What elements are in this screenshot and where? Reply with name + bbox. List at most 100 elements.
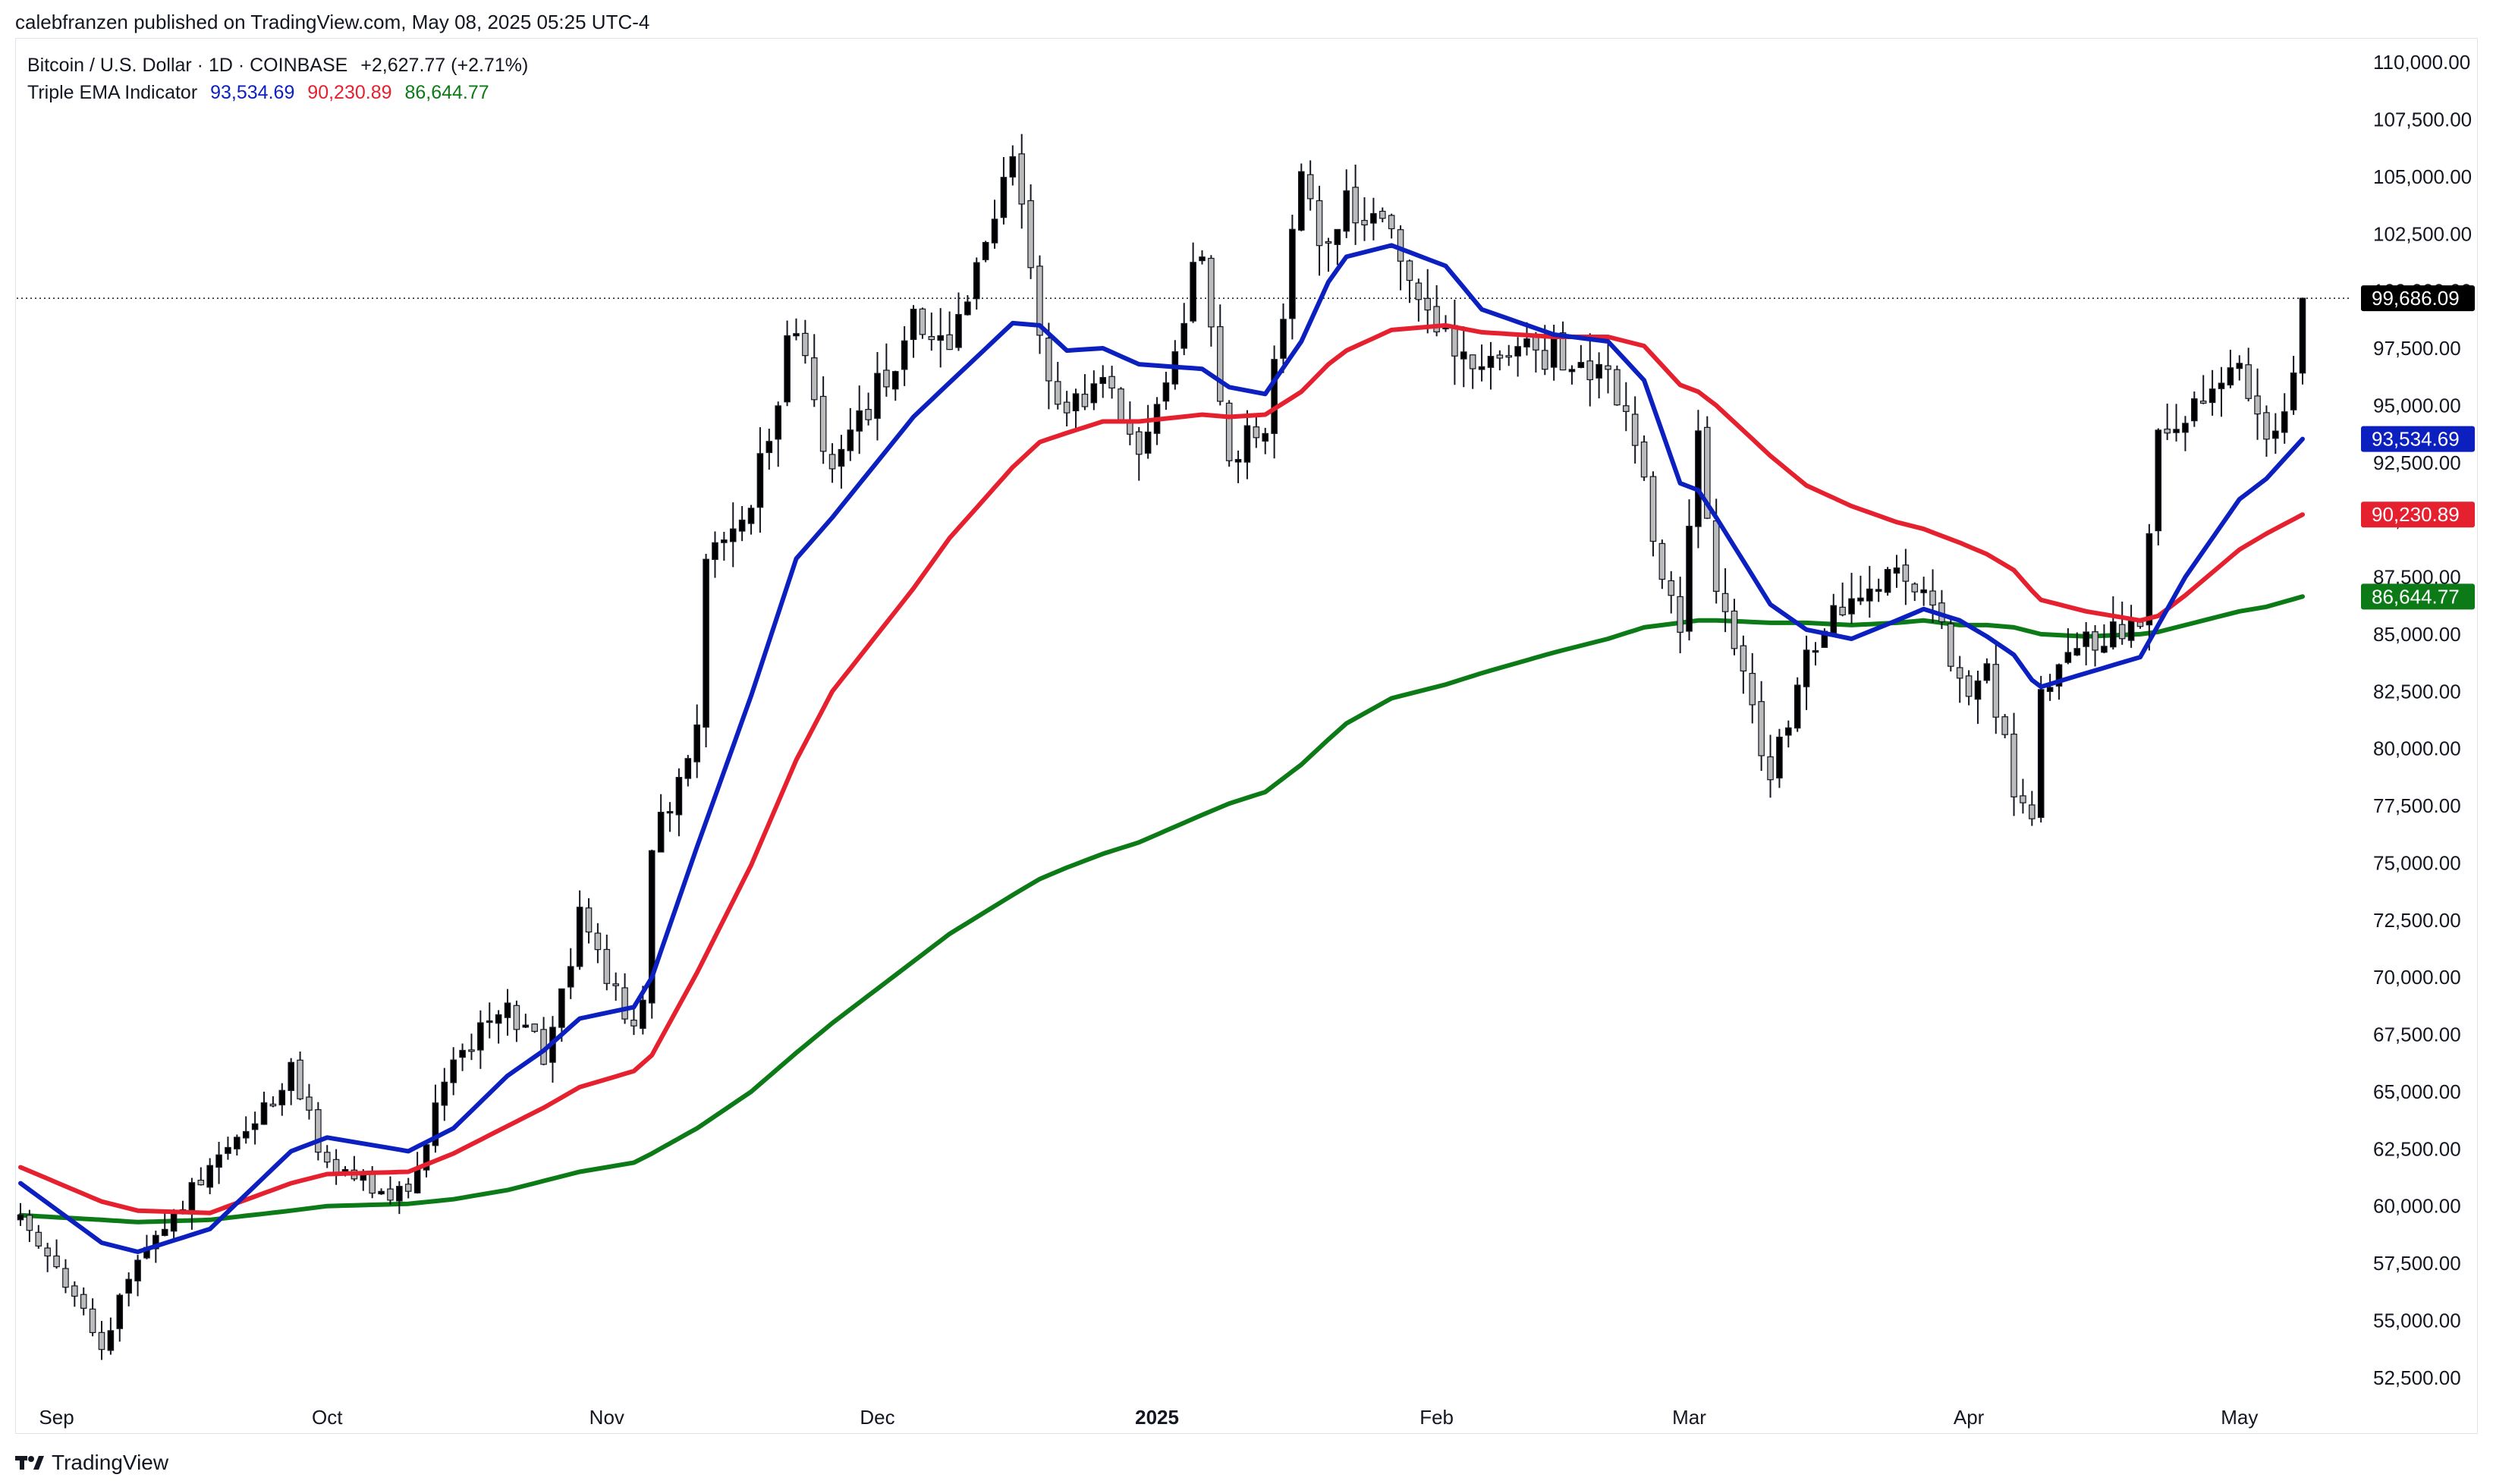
candle <box>423 1143 430 1177</box>
candle <box>531 1023 538 1033</box>
candle <box>1776 728 1783 788</box>
candle <box>2290 356 2297 415</box>
candle <box>1361 197 1368 241</box>
candle <box>1496 350 1504 371</box>
candle <box>991 200 998 249</box>
price-tick-label: 57,500.00 <box>2373 1252 2461 1275</box>
candle <box>1072 388 1080 429</box>
candle <box>1640 435 1648 481</box>
candle <box>910 305 917 358</box>
candle <box>1000 156 1008 225</box>
candle <box>1108 366 1115 399</box>
candle <box>2227 349 2234 388</box>
candle <box>1830 593 1838 636</box>
candle <box>964 295 971 316</box>
publisher-byline: calebfranzen published on TradingView.co… <box>15 11 650 33</box>
candle <box>1568 365 1576 385</box>
candle <box>1306 160 1314 211</box>
price-tick-label: 55,000.00 <box>2373 1309 2461 1332</box>
time-tick-label: 2025 <box>1135 1406 1179 1429</box>
candle <box>2037 675 2045 823</box>
candle <box>1397 225 1404 291</box>
ema-slow-badge-label: 86,644.77 <box>2372 585 2460 608</box>
candle <box>2110 596 2117 650</box>
candle <box>937 308 944 368</box>
candle <box>1370 197 1377 241</box>
candle <box>2029 791 2036 826</box>
candle <box>1135 426 1143 481</box>
candle <box>116 1293 124 1342</box>
price-tick-label: 82,500.00 <box>2373 680 2461 703</box>
time-axis[interactable]: Sep Oct Nov Dec 2025 Feb Mar Apr May <box>39 1406 2258 1429</box>
candle <box>1758 681 1765 771</box>
ema-fast-value: 93,534.69 <box>210 82 295 103</box>
candle <box>721 531 728 561</box>
symbol-legend-row[interactable]: Bitcoin / U.S. Dollar · 1D · COINBASE +2… <box>27 52 528 79</box>
price-tick-label: 60,000.00 <box>2373 1195 2461 1218</box>
candle <box>1586 333 1594 407</box>
candle <box>666 802 674 832</box>
candle <box>1225 400 1233 467</box>
candle <box>1920 577 1927 606</box>
candle <box>62 1259 69 1294</box>
price-axis[interactable]: 52,500.00 55,000.00 57,500.00 60,000.00 62,5… <box>2373 51 2472 1389</box>
candle <box>621 973 628 1024</box>
footer-brand[interactable]: TradingView <box>15 1451 168 1475</box>
candle <box>1794 677 1801 732</box>
time-tick-label: Nov <box>589 1406 624 1429</box>
ema-slow-line <box>18 594 2305 1225</box>
candle <box>1162 372 1170 410</box>
candle <box>1992 640 2000 734</box>
candle <box>2010 712 2017 816</box>
candle <box>1866 565 1873 618</box>
indicator-legend-row[interactable]: Triple EMA Indicator 93,534.69 90,230.89… <box>27 79 528 106</box>
candle <box>2073 632 2081 656</box>
price-tick-label: 95,000.00 <box>2373 394 2461 417</box>
candle <box>332 1149 340 1185</box>
time-tick-label: Mar <box>1672 1406 1706 1429</box>
footer-brand-name: TradingView <box>52 1451 169 1474</box>
candle <box>98 1321 105 1360</box>
candle <box>946 311 953 351</box>
candle <box>2092 625 2098 667</box>
candle <box>2146 523 2153 651</box>
last-price-badge: 99,686.09 <box>2361 285 2475 312</box>
candle <box>1875 578 1882 602</box>
candle <box>1731 599 1738 656</box>
time-tick-label: Sep <box>39 1406 74 1429</box>
price-tick-label: 52,500.00 <box>2373 1366 2461 1389</box>
candle <box>1668 571 1675 614</box>
candle <box>1649 471 1657 557</box>
candle <box>2299 297 2306 385</box>
candle <box>1063 391 1070 426</box>
candle <box>802 319 809 364</box>
candle <box>703 554 709 748</box>
candle <box>1253 414 1260 448</box>
price-tick-label: 65,000.00 <box>2373 1080 2461 1103</box>
candle <box>594 923 602 964</box>
candle <box>1451 300 1458 385</box>
candle <box>1262 427 1269 454</box>
price-tick-label: 107,500.00 <box>2373 108 2472 131</box>
candle <box>441 1067 448 1121</box>
candle <box>1974 670 1982 725</box>
candle <box>1469 354 1476 389</box>
indicator-name: Triple EMA Indicator <box>27 82 198 103</box>
candle <box>1180 303 1188 356</box>
candle <box>810 334 818 407</box>
candle <box>378 1188 385 1196</box>
candle <box>1352 165 1359 245</box>
candle <box>1514 337 1521 377</box>
candle <box>1325 237 1332 272</box>
tradingview-logo-icon <box>15 1456 44 1470</box>
candle <box>1884 567 1891 596</box>
candle <box>756 427 764 533</box>
candle <box>107 1317 115 1355</box>
candle <box>206 1158 213 1194</box>
candle <box>729 502 737 568</box>
candle <box>2191 391 2198 427</box>
candle <box>684 755 692 787</box>
candle <box>1848 572 1855 624</box>
candle <box>1234 450 1242 483</box>
